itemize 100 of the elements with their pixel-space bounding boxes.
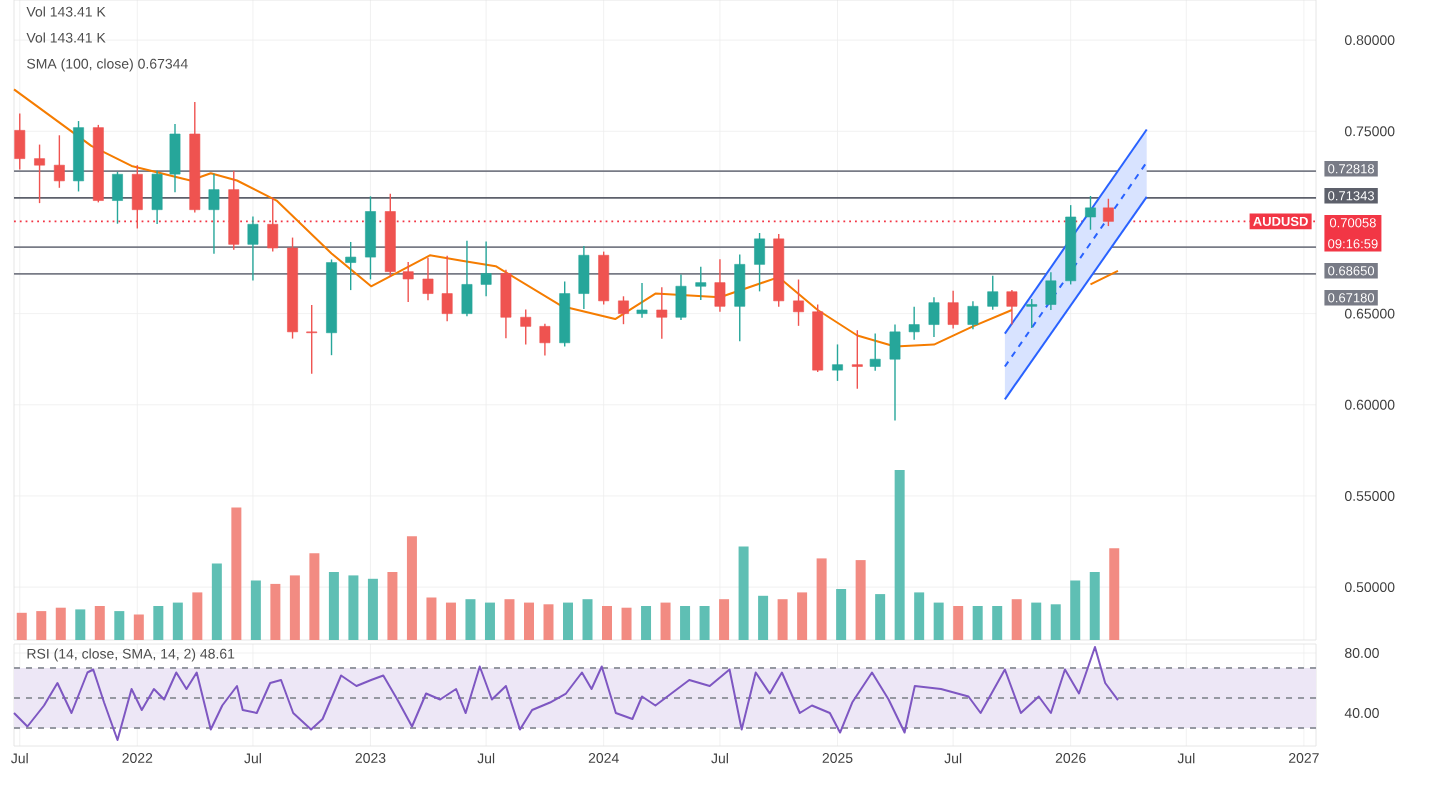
candlestick xyxy=(987,275,999,311)
bar xyxy=(406,536,417,640)
bar xyxy=(75,609,86,640)
bar xyxy=(523,602,534,640)
candlestick xyxy=(967,300,979,330)
bar xyxy=(94,606,105,640)
bar xyxy=(582,599,593,640)
candlestick xyxy=(306,304,318,375)
line-series xyxy=(13,646,1119,742)
candlestick xyxy=(832,343,843,382)
bar xyxy=(211,563,222,640)
bar xyxy=(250,580,261,640)
bar xyxy=(484,602,495,640)
candlestick xyxy=(441,254,453,322)
candlestick xyxy=(908,306,920,341)
candlestick xyxy=(754,232,765,293)
bar xyxy=(738,546,749,640)
candlestick xyxy=(598,250,610,306)
bar xyxy=(192,592,203,640)
candlestick xyxy=(480,240,492,297)
candlestick xyxy=(14,112,26,171)
bar xyxy=(953,606,964,640)
bar xyxy=(680,606,691,640)
bar xyxy=(387,572,398,640)
bar xyxy=(348,575,359,640)
bar xyxy=(855,560,866,640)
candlestick xyxy=(267,196,279,253)
candlestick xyxy=(131,164,143,230)
bar xyxy=(309,553,320,640)
bar xyxy=(992,606,1003,640)
bar xyxy=(231,507,242,640)
candlestick xyxy=(422,257,434,301)
bar xyxy=(328,572,339,640)
candlestick xyxy=(169,123,181,194)
bar xyxy=(445,602,456,640)
bar xyxy=(367,578,378,640)
bar xyxy=(1031,602,1042,640)
candlestick xyxy=(1102,198,1114,227)
bar xyxy=(133,614,144,640)
candlestick xyxy=(1085,195,1096,231)
candlestick xyxy=(345,241,357,291)
candlestick xyxy=(793,278,804,327)
bar xyxy=(758,595,769,640)
bar xyxy=(933,602,944,640)
bar xyxy=(172,602,183,640)
candlestick xyxy=(1006,289,1018,326)
bar xyxy=(1109,548,1120,640)
bar xyxy=(602,606,613,640)
bar xyxy=(55,607,66,640)
candlestick xyxy=(1026,298,1038,329)
bar xyxy=(816,558,827,640)
candlestick xyxy=(578,245,590,310)
bar xyxy=(914,592,925,640)
candlestick xyxy=(656,286,668,340)
candlestick xyxy=(947,290,959,330)
candlestick xyxy=(112,171,123,225)
candlestick xyxy=(34,143,45,204)
candlestick xyxy=(714,258,726,313)
bar xyxy=(1089,572,1100,640)
bar xyxy=(1011,599,1022,640)
bar xyxy=(16,612,27,640)
candlestick xyxy=(675,273,687,321)
bar xyxy=(270,583,281,640)
candlestick xyxy=(402,261,414,303)
candlestick xyxy=(889,323,901,422)
bar xyxy=(660,602,671,640)
bar xyxy=(153,606,164,640)
bar xyxy=(465,599,476,640)
bar xyxy=(114,611,125,640)
candlestick xyxy=(695,266,707,301)
candlestick xyxy=(636,282,648,319)
candlestick xyxy=(520,308,532,346)
bar xyxy=(797,592,808,640)
bar xyxy=(621,607,632,640)
bar xyxy=(563,602,574,640)
bar xyxy=(641,606,652,640)
candlestick xyxy=(851,329,863,390)
candlestick xyxy=(869,332,881,372)
bar xyxy=(543,604,554,640)
candlestick xyxy=(365,195,376,281)
bar xyxy=(289,575,300,640)
bar xyxy=(777,599,788,640)
bar xyxy=(972,606,983,640)
candlestick xyxy=(1045,271,1057,311)
bar xyxy=(1050,604,1061,640)
bar xyxy=(504,599,515,640)
bar xyxy=(836,589,847,640)
candlestick xyxy=(928,296,940,338)
bar xyxy=(36,611,47,640)
bar xyxy=(875,594,886,640)
candlestick xyxy=(53,134,65,189)
candlestick xyxy=(618,295,629,325)
candlestick xyxy=(734,253,746,343)
candlestick xyxy=(151,170,163,225)
bar xyxy=(894,470,905,640)
candlestick xyxy=(539,322,551,357)
candlestick xyxy=(208,173,220,255)
candlestick xyxy=(500,269,512,339)
bar xyxy=(426,597,437,640)
candlestick xyxy=(461,239,473,318)
